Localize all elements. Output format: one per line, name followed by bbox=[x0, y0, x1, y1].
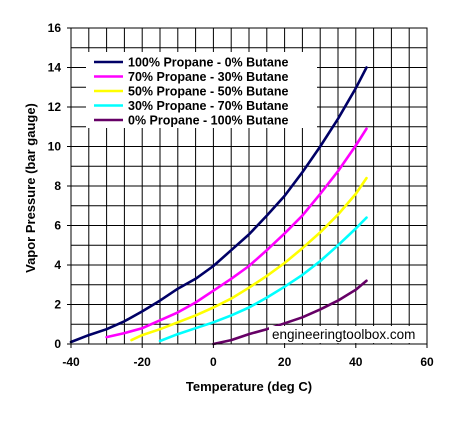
legend-label: 30% Propane - 70% Butane bbox=[128, 99, 289, 113]
x-tick-label: 20 bbox=[278, 355, 292, 369]
legend-label: 70% Propane - 30% Butane bbox=[128, 70, 289, 84]
x-axis-title: Temperature (deg C) bbox=[186, 379, 312, 394]
legend-label: 0% Propane - 100% Butane bbox=[128, 114, 289, 128]
x-tick-label: -20 bbox=[134, 355, 152, 369]
legend-label: 100% Propane - 0% Butane bbox=[128, 56, 289, 70]
y-tick-label: 12 bbox=[48, 100, 62, 114]
y-tick-label: 6 bbox=[54, 219, 61, 233]
legend-label: 50% Propane - 50% Butane bbox=[128, 85, 289, 99]
series-layer bbox=[69, 66, 368, 346]
watermark-text: engineeringtoolbox.com bbox=[272, 327, 415, 342]
y-tick-label: 2 bbox=[54, 298, 61, 312]
y-tick-label: 0 bbox=[54, 337, 61, 351]
series-line bbox=[158, 216, 368, 343]
x-tick-label: 60 bbox=[420, 355, 434, 369]
y-tick-label: 8 bbox=[54, 179, 61, 193]
x-tick-label: -40 bbox=[62, 355, 80, 369]
x-tick-label: 40 bbox=[349, 355, 363, 369]
series-line bbox=[130, 176, 368, 342]
series-line bbox=[105, 127, 368, 339]
legend-box bbox=[86, 52, 317, 128]
series-line bbox=[212, 279, 368, 346]
y-tick-label: 10 bbox=[48, 140, 62, 154]
y-tick-label: 4 bbox=[54, 258, 61, 272]
axis-layer: -40 -20 0 20 40 60 0 2 4 6 8 10 12 14 16 bbox=[48, 21, 434, 369]
watermark: engineeringtoolbox.com bbox=[269, 326, 421, 343]
x-tick-label: 0 bbox=[210, 355, 217, 369]
series-line bbox=[69, 66, 368, 344]
y-tick-label: 16 bbox=[48, 21, 62, 35]
y-tick-label: 14 bbox=[48, 61, 62, 75]
watermark-background bbox=[269, 326, 421, 343]
y-axis-title: Vapor Pressure (bar gauge) bbox=[23, 103, 38, 273]
